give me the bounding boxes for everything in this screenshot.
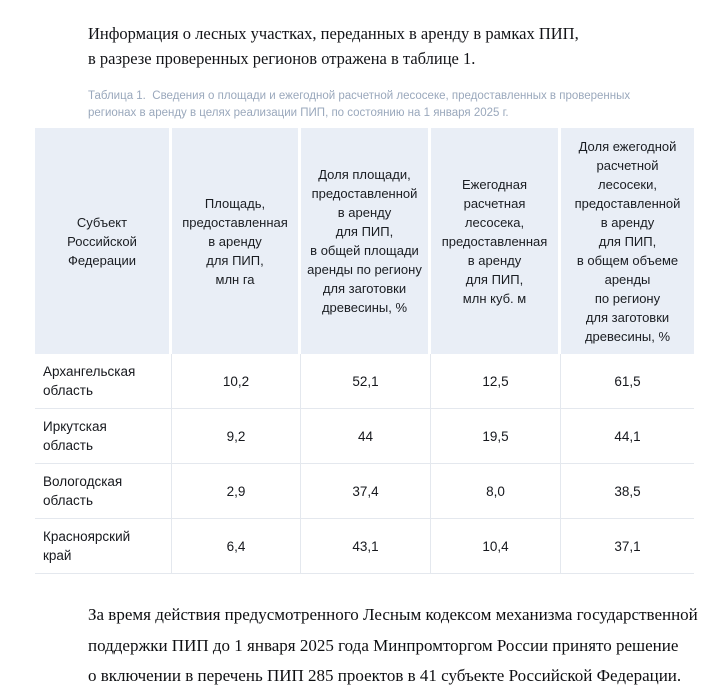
closing-line: поддержки ПИП до 1 января 2025 года Минп… <box>88 635 679 655</box>
table-caption-line: регионах в аренду в целях реализации ПИП… <box>88 107 509 119</box>
closing-line: о включении в перечень ПИП 285 проектов … <box>88 666 682 685</box>
region-cell: Иркутская область <box>35 409 172 464</box>
table-caption: Таблица 1. Сведения о площади и ежегодно… <box>88 88 630 122</box>
header-cell-cut-volume: Ежегодная расчетная лесосека, предоставл… <box>431 128 561 354</box>
region-cell: Вологодская область <box>35 464 172 519</box>
region-cell: Архангельская область <box>35 354 172 409</box>
intro-line: в разрезе проверенных регионов отражена … <box>88 49 476 68</box>
value-cell: 37,1 <box>561 519 694 574</box>
value-cell: 38,5 <box>561 464 694 519</box>
value-cell: 52,1 <box>301 354 431 409</box>
region-cell: Красноярский край <box>35 519 172 574</box>
value-cell: 12,5 <box>431 354 561 409</box>
table-caption-line: Таблица 1. Сведения о площади и ежегодно… <box>88 90 631 102</box>
value-cell: 2,9 <box>172 464 301 519</box>
value-cell: 8,0 <box>431 464 561 519</box>
value-cell: 37,4 <box>301 464 431 519</box>
closing-line: За время действия предусмотренного Лесны… <box>88 605 698 624</box>
header-cell-region: Субъект Российской Федерации <box>35 128 172 354</box>
value-cell: 44 <box>301 409 431 464</box>
value-cell: 6,4 <box>172 519 301 574</box>
header-cell-area: Площадь, предоставленная в аренду для ПИ… <box>172 128 301 354</box>
closing-paragraph: За время действия предусмотренного Лесны… <box>88 600 698 692</box>
value-cell: 44,1 <box>561 409 694 464</box>
value-cell: 19,5 <box>431 409 561 464</box>
value-cell: 10,4 <box>431 519 561 574</box>
intro-paragraph: Информация о лесных участках, переданных… <box>88 21 579 71</box>
intro-line: Информация о лесных участках, переданных… <box>88 24 579 43</box>
header-cell-cut-volume-share: Доля ежегодной расчетной лесосеки, предо… <box>561 128 694 354</box>
header-cell-area-share: Доля площади, предоставленной в аренду д… <box>301 128 431 354</box>
data-table: Субъект Российской Федерации Площадь, пр… <box>35 128 694 574</box>
value-cell: 43,1 <box>301 519 431 574</box>
value-cell: 61,5 <box>561 354 694 409</box>
value-cell: 9,2 <box>172 409 301 464</box>
value-cell: 10,2 <box>172 354 301 409</box>
